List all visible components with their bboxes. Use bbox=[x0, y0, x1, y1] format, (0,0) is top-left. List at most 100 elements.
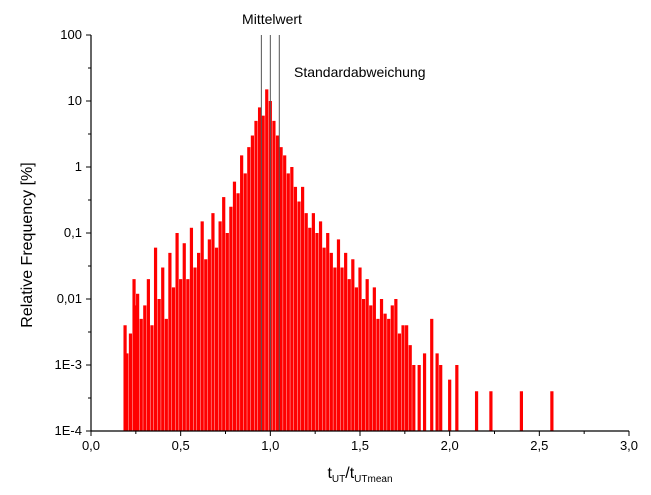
y-tick-label: 1E-3 bbox=[55, 357, 82, 372]
histogram-bar bbox=[369, 305, 373, 431]
histogram-bar bbox=[354, 287, 359, 431]
histogram-bar bbox=[550, 391, 554, 431]
histogram-bar bbox=[134, 305, 138, 431]
histogram-bar bbox=[333, 267, 337, 431]
x-tick-label: 0,0 bbox=[82, 438, 100, 453]
histogram-bar bbox=[372, 287, 376, 431]
histogram-bar bbox=[243, 173, 247, 431]
histogram-bar bbox=[455, 365, 459, 431]
histogram-bar bbox=[430, 318, 434, 431]
histogram-bar bbox=[143, 305, 147, 431]
histogram-bar bbox=[361, 299, 366, 431]
histogram-bar bbox=[340, 267, 344, 431]
histogram-bar bbox=[308, 227, 312, 431]
histogram-bar bbox=[261, 115, 265, 431]
histogram-bar bbox=[376, 318, 380, 431]
histogram-bar bbox=[257, 107, 262, 431]
y-tick-label: 0,01 bbox=[57, 291, 82, 306]
histogram-bar bbox=[387, 318, 391, 431]
histogram-bar bbox=[297, 201, 301, 431]
histogram-bar bbox=[344, 252, 348, 431]
histogram-bar bbox=[157, 299, 161, 431]
histogram-bar bbox=[150, 325, 154, 431]
std-annotation: Standardabweichung bbox=[294, 64, 426, 80]
histogram-bar bbox=[326, 233, 330, 431]
histogram-bar bbox=[412, 365, 416, 431]
histogram-bar bbox=[301, 186, 305, 431]
histogram-bar bbox=[168, 252, 172, 431]
x-tick-label: 1,0 bbox=[261, 438, 279, 453]
x-tick-label: 3,0 bbox=[620, 438, 638, 453]
y-tick-label: 10 bbox=[68, 93, 82, 108]
histogram-bar bbox=[283, 155, 287, 431]
histogram-bar bbox=[347, 279, 351, 431]
histogram-bar bbox=[236, 193, 240, 431]
histogram-bar bbox=[193, 267, 197, 431]
histogram-bar bbox=[171, 287, 176, 431]
histogram-bar bbox=[311, 213, 315, 431]
histogram-bar bbox=[132, 279, 136, 431]
histogram-bar bbox=[232, 181, 237, 431]
histogram-bar bbox=[275, 135, 280, 431]
histogram-bar bbox=[247, 147, 251, 431]
histogram-bar bbox=[250, 135, 254, 431]
histogram-bar bbox=[489, 391, 493, 431]
axes: 0,0 0,5 1,0 1,5 2,0 2,5 3,0 1E-4 1E-3 0,01 0,1 1 10 1… bbox=[55, 27, 639, 453]
histogram-bar bbox=[265, 89, 269, 431]
histogram-bar bbox=[290, 167, 294, 431]
histogram-bar bbox=[186, 279, 190, 431]
histogram-bar bbox=[315, 233, 319, 431]
histogram-bar bbox=[222, 197, 226, 431]
histogram-bar bbox=[125, 353, 129, 431]
mean-annotation: Mittelwert bbox=[242, 11, 302, 27]
histogram-bar bbox=[182, 243, 186, 431]
histogram-bar bbox=[397, 333, 402, 431]
histogram-bar bbox=[439, 365, 443, 431]
y-axis-title: Relative Frequency [%] bbox=[19, 162, 36, 327]
y-tick-label: 0,1 bbox=[64, 225, 82, 240]
histogram-bar bbox=[405, 325, 409, 431]
histogram-bar bbox=[422, 353, 427, 431]
histogram-bar bbox=[390, 305, 394, 431]
histogram-bar bbox=[225, 233, 229, 431]
histogram-bar bbox=[358, 267, 362, 431]
histogram-bar bbox=[408, 345, 412, 431]
histogram-bar bbox=[197, 252, 201, 431]
histogram-bar bbox=[435, 353, 439, 431]
histogram-bar bbox=[139, 318, 143, 431]
histogram-bar bbox=[318, 221, 323, 431]
reference-lines bbox=[260, 35, 280, 431]
histogram-bar bbox=[229, 206, 233, 431]
x-tick-label: 2,0 bbox=[441, 438, 459, 453]
histogram-bar bbox=[164, 318, 168, 431]
histogram-bar bbox=[146, 279, 150, 431]
histogram-bar bbox=[365, 279, 369, 431]
histogram-bar bbox=[240, 155, 244, 431]
x-tick-label: 2,5 bbox=[530, 438, 548, 453]
histogram-bar bbox=[214, 247, 219, 431]
histogram-bar bbox=[519, 391, 523, 431]
histogram-bar bbox=[336, 239, 341, 431]
histogram-bar bbox=[189, 227, 194, 431]
x-tick-label: 1,5 bbox=[351, 438, 369, 453]
histogram-bar bbox=[204, 259, 208, 431]
histogram-bar bbox=[322, 247, 326, 431]
histogram-bar bbox=[123, 325, 127, 431]
histogram-bar bbox=[474, 391, 479, 431]
histogram-bar bbox=[383, 313, 387, 431]
histogram-bar bbox=[351, 259, 355, 431]
histogram-bar bbox=[279, 147, 283, 431]
histogram-bar bbox=[153, 247, 158, 431]
histogram-bar bbox=[179, 279, 183, 431]
histogram-bar bbox=[394, 299, 398, 431]
histogram-bar bbox=[293, 186, 298, 431]
y-tick-label: 1 bbox=[75, 159, 82, 174]
histogram-bar bbox=[448, 379, 452, 431]
x-tick-label: 0,5 bbox=[172, 438, 190, 453]
histogram-bar bbox=[200, 221, 204, 431]
x-axis-title: tUT/tUTmean bbox=[327, 465, 392, 485]
histogram-bar bbox=[254, 120, 258, 431]
histogram-bar bbox=[211, 213, 215, 431]
histogram-bar bbox=[207, 239, 211, 431]
